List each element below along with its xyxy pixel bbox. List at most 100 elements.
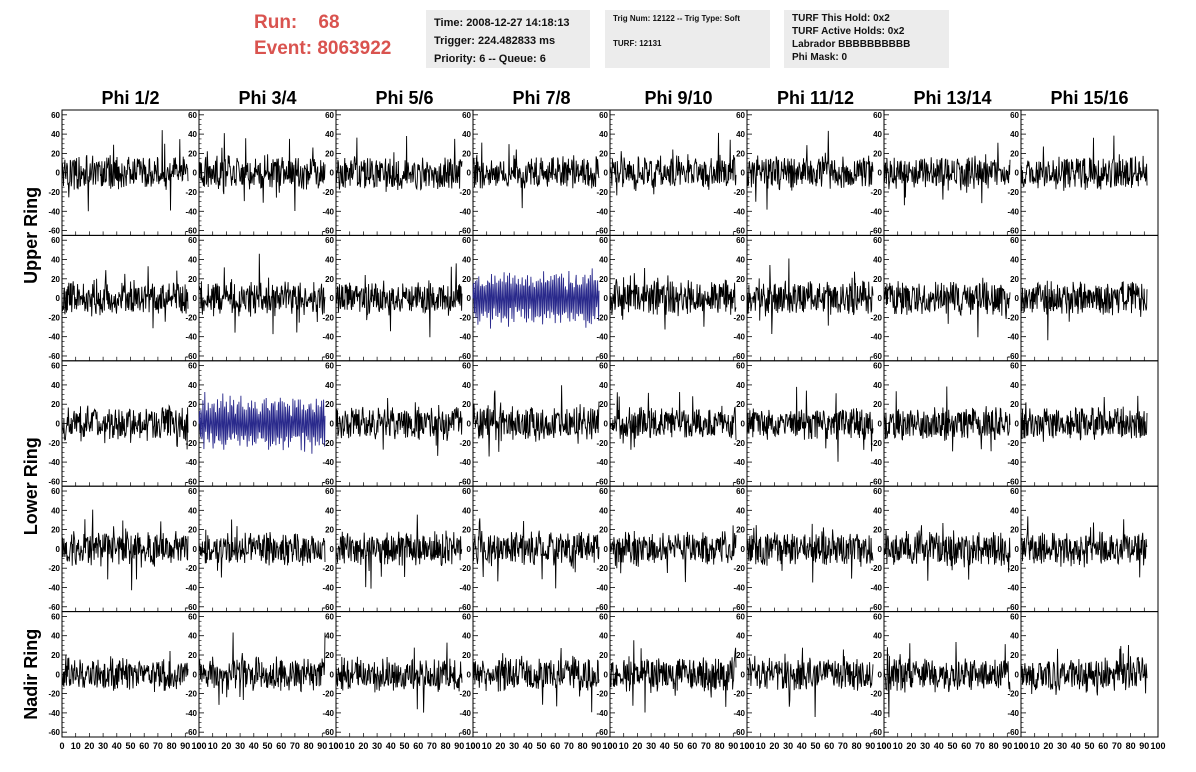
waveform-trace [1020,135,1148,191]
y-tick-label: -40 [322,458,334,467]
x-tick-label: 50 [262,741,272,751]
waveform-trace [472,647,600,713]
y-tick-label: 60 [736,612,745,621]
y-tick-label: 20 [462,400,471,409]
y-tick-label: 20 [599,400,608,409]
y-tick-label: 0 [56,670,61,679]
y-tick-label: -40 [459,207,471,216]
y-tick-label: 0 [330,420,335,429]
y-tick-label: 20 [873,526,882,535]
x-tick-label: 60 [413,741,423,751]
y-tick-label: -40 [322,207,334,216]
x-tick-label: 50 [810,741,820,751]
y-tick-label: 0 [193,545,198,554]
y-tick-label: 0 [330,545,335,554]
y-tick-label: 40 [462,632,471,641]
y-tick-label: -60 [596,227,608,236]
y-tick-label: -20 [870,313,882,322]
waveform-trace [609,132,737,196]
x-tick-label: 90 [1002,741,1012,751]
y-tick-label: 20 [325,275,334,284]
trigger-info-box: Trig Num: 12122 -- Trig Type: Soft TURF:… [605,10,770,68]
y-tick-label: -60 [322,728,334,737]
x-tick-label: 70 [1112,741,1122,751]
y-tick-label: 0 [604,545,609,554]
y-tick-label: -60 [185,603,197,612]
y-tick-label: -40 [596,333,608,342]
y-tick-label: 40 [873,130,882,139]
y-tick-label: 0 [467,294,472,303]
x-tick-label: 80 [852,741,862,751]
turf-active-holds-line: TURF Active Holds: 0x2 [792,26,905,37]
waveform-trace [335,263,463,338]
x-tick-label: 80 [304,741,314,751]
turf-info-box: TURF This Hold: 0x2 TURF Active Holds: 0… [784,10,949,68]
y-tick-label: -40 [322,583,334,592]
event-label: Event: [254,38,313,59]
waveform-trace [472,142,600,209]
y-tick-label: -40 [733,458,745,467]
y-tick-label: -40 [48,709,60,718]
waveform-trace [609,391,737,450]
y-tick-label: 20 [873,651,882,660]
y-tick-label: -20 [48,188,60,197]
y-tick-label: 60 [736,111,745,120]
x-tick-label: 40 [1071,741,1081,751]
y-tick-label: 40 [1010,506,1019,515]
y-tick-label: -40 [48,333,60,342]
y-tick-label: 40 [188,632,197,641]
x-tick-label: 70 [427,741,437,751]
y-tick-label: 40 [599,506,608,515]
y-tick-label: 40 [462,381,471,390]
y-tick-label: 60 [599,111,608,120]
time-line: Time: 2008-12-27 14:18:13 [434,17,570,29]
y-tick-label: 60 [325,362,334,371]
y-tick-label: 60 [599,487,608,496]
y-tick-label: -40 [596,583,608,592]
y-tick-label: 0 [741,670,746,679]
x-tick-label: 90 [317,741,327,751]
phi-mask-line: Phi Mask: 0 [792,52,848,63]
y-tick-label: -20 [733,313,745,322]
y-tick-label: 0 [193,294,198,303]
y-tick-label: -20 [459,313,471,322]
y-tick-label: 0 [56,169,61,178]
y-tick-label: -20 [185,439,197,448]
x-tick-label: 60 [961,741,971,751]
y-tick-label: -40 [459,458,471,467]
y-tick-label: 40 [599,632,608,641]
y-tick-label: 0 [193,420,198,429]
y-tick-label: 0 [741,545,746,554]
y-tick-label: 40 [51,256,60,265]
y-tick-label: 0 [56,420,61,429]
y-tick-label: 0 [741,169,746,178]
x-tick-label: 0 [196,741,201,751]
waveform-trace [61,404,189,450]
x-tick-label: 80 [989,741,999,751]
y-tick-label: -60 [322,352,334,361]
y-tick-label: 20 [1010,149,1019,158]
y-tick-label: 60 [188,111,197,120]
waveform-trace [883,522,1011,581]
y-tick-label: 40 [325,381,334,390]
y-tick-label: -60 [733,227,745,236]
waveform-trace [198,632,326,705]
y-tick-label: -40 [1007,207,1019,216]
y-tick-label: 60 [325,236,334,245]
y-tick-label: 40 [736,632,745,641]
y-tick-label: 60 [873,362,882,371]
x-tick-label: 50 [399,741,409,751]
y-tick-label: -60 [1007,603,1019,612]
y-tick-label: 60 [188,362,197,371]
panel-frame [746,109,885,236]
waveform-trace [609,525,737,583]
x-tick-label: 50 [673,741,683,751]
y-tick-label: 60 [873,487,882,496]
x-tick-label: 60 [687,741,697,751]
y-tick-label: 20 [51,149,60,158]
y-tick-label: -40 [596,207,608,216]
y-tick-label: 20 [462,651,471,660]
x-tick-label: 80 [715,741,725,751]
y-tick-label: -60 [48,477,60,486]
y-tick-label: 40 [188,256,197,265]
